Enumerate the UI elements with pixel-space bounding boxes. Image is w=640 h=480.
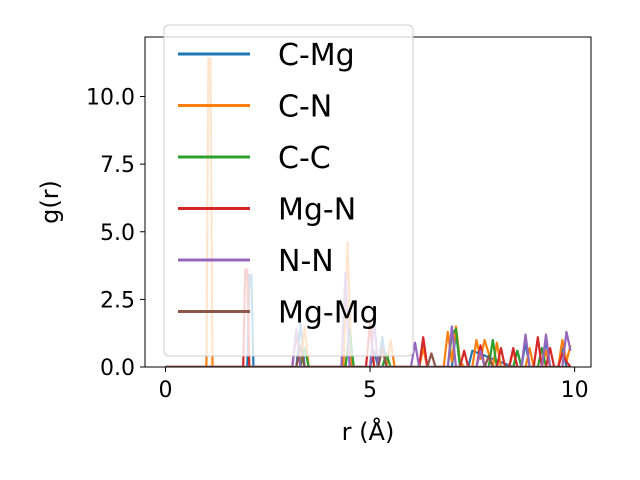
x-tick-label: 0 [158, 378, 172, 403]
y-tick-label: 10.0 [86, 86, 135, 111]
y-tick-label: 7.5 [100, 153, 135, 178]
legend-label-n-n: N-N [278, 244, 334, 279]
legend-label-mg-n: Mg-N [278, 193, 356, 228]
y-tick-label: 5.0 [100, 221, 135, 246]
legend-label-mg-mg: Mg-Mg [278, 296, 379, 331]
y-tick-label: 2.5 [100, 288, 135, 313]
y-axis-label: g(r) [36, 180, 64, 224]
legend: C-Mg C-N C-C Mg-N N-N Mg-Mg [163, 24, 414, 357]
legend-label-c-mg: C-Mg [278, 38, 355, 73]
axes: 0 5 10 0.0 2.5 5.0 7.5 10.0 r (Å) g(r) [36, 36, 592, 446]
x-axis-label: r (Å) [342, 417, 395, 446]
legend-label-c-c: C-C [278, 141, 331, 176]
y-tick-label: 0.0 [100, 356, 135, 381]
legend-label-c-n: C-N [278, 90, 332, 125]
legend-box [163, 24, 414, 357]
x-tick-label: 10 [561, 378, 589, 403]
series-line-c-c [165, 328, 571, 367]
x-tick-label: 5 [363, 378, 377, 403]
